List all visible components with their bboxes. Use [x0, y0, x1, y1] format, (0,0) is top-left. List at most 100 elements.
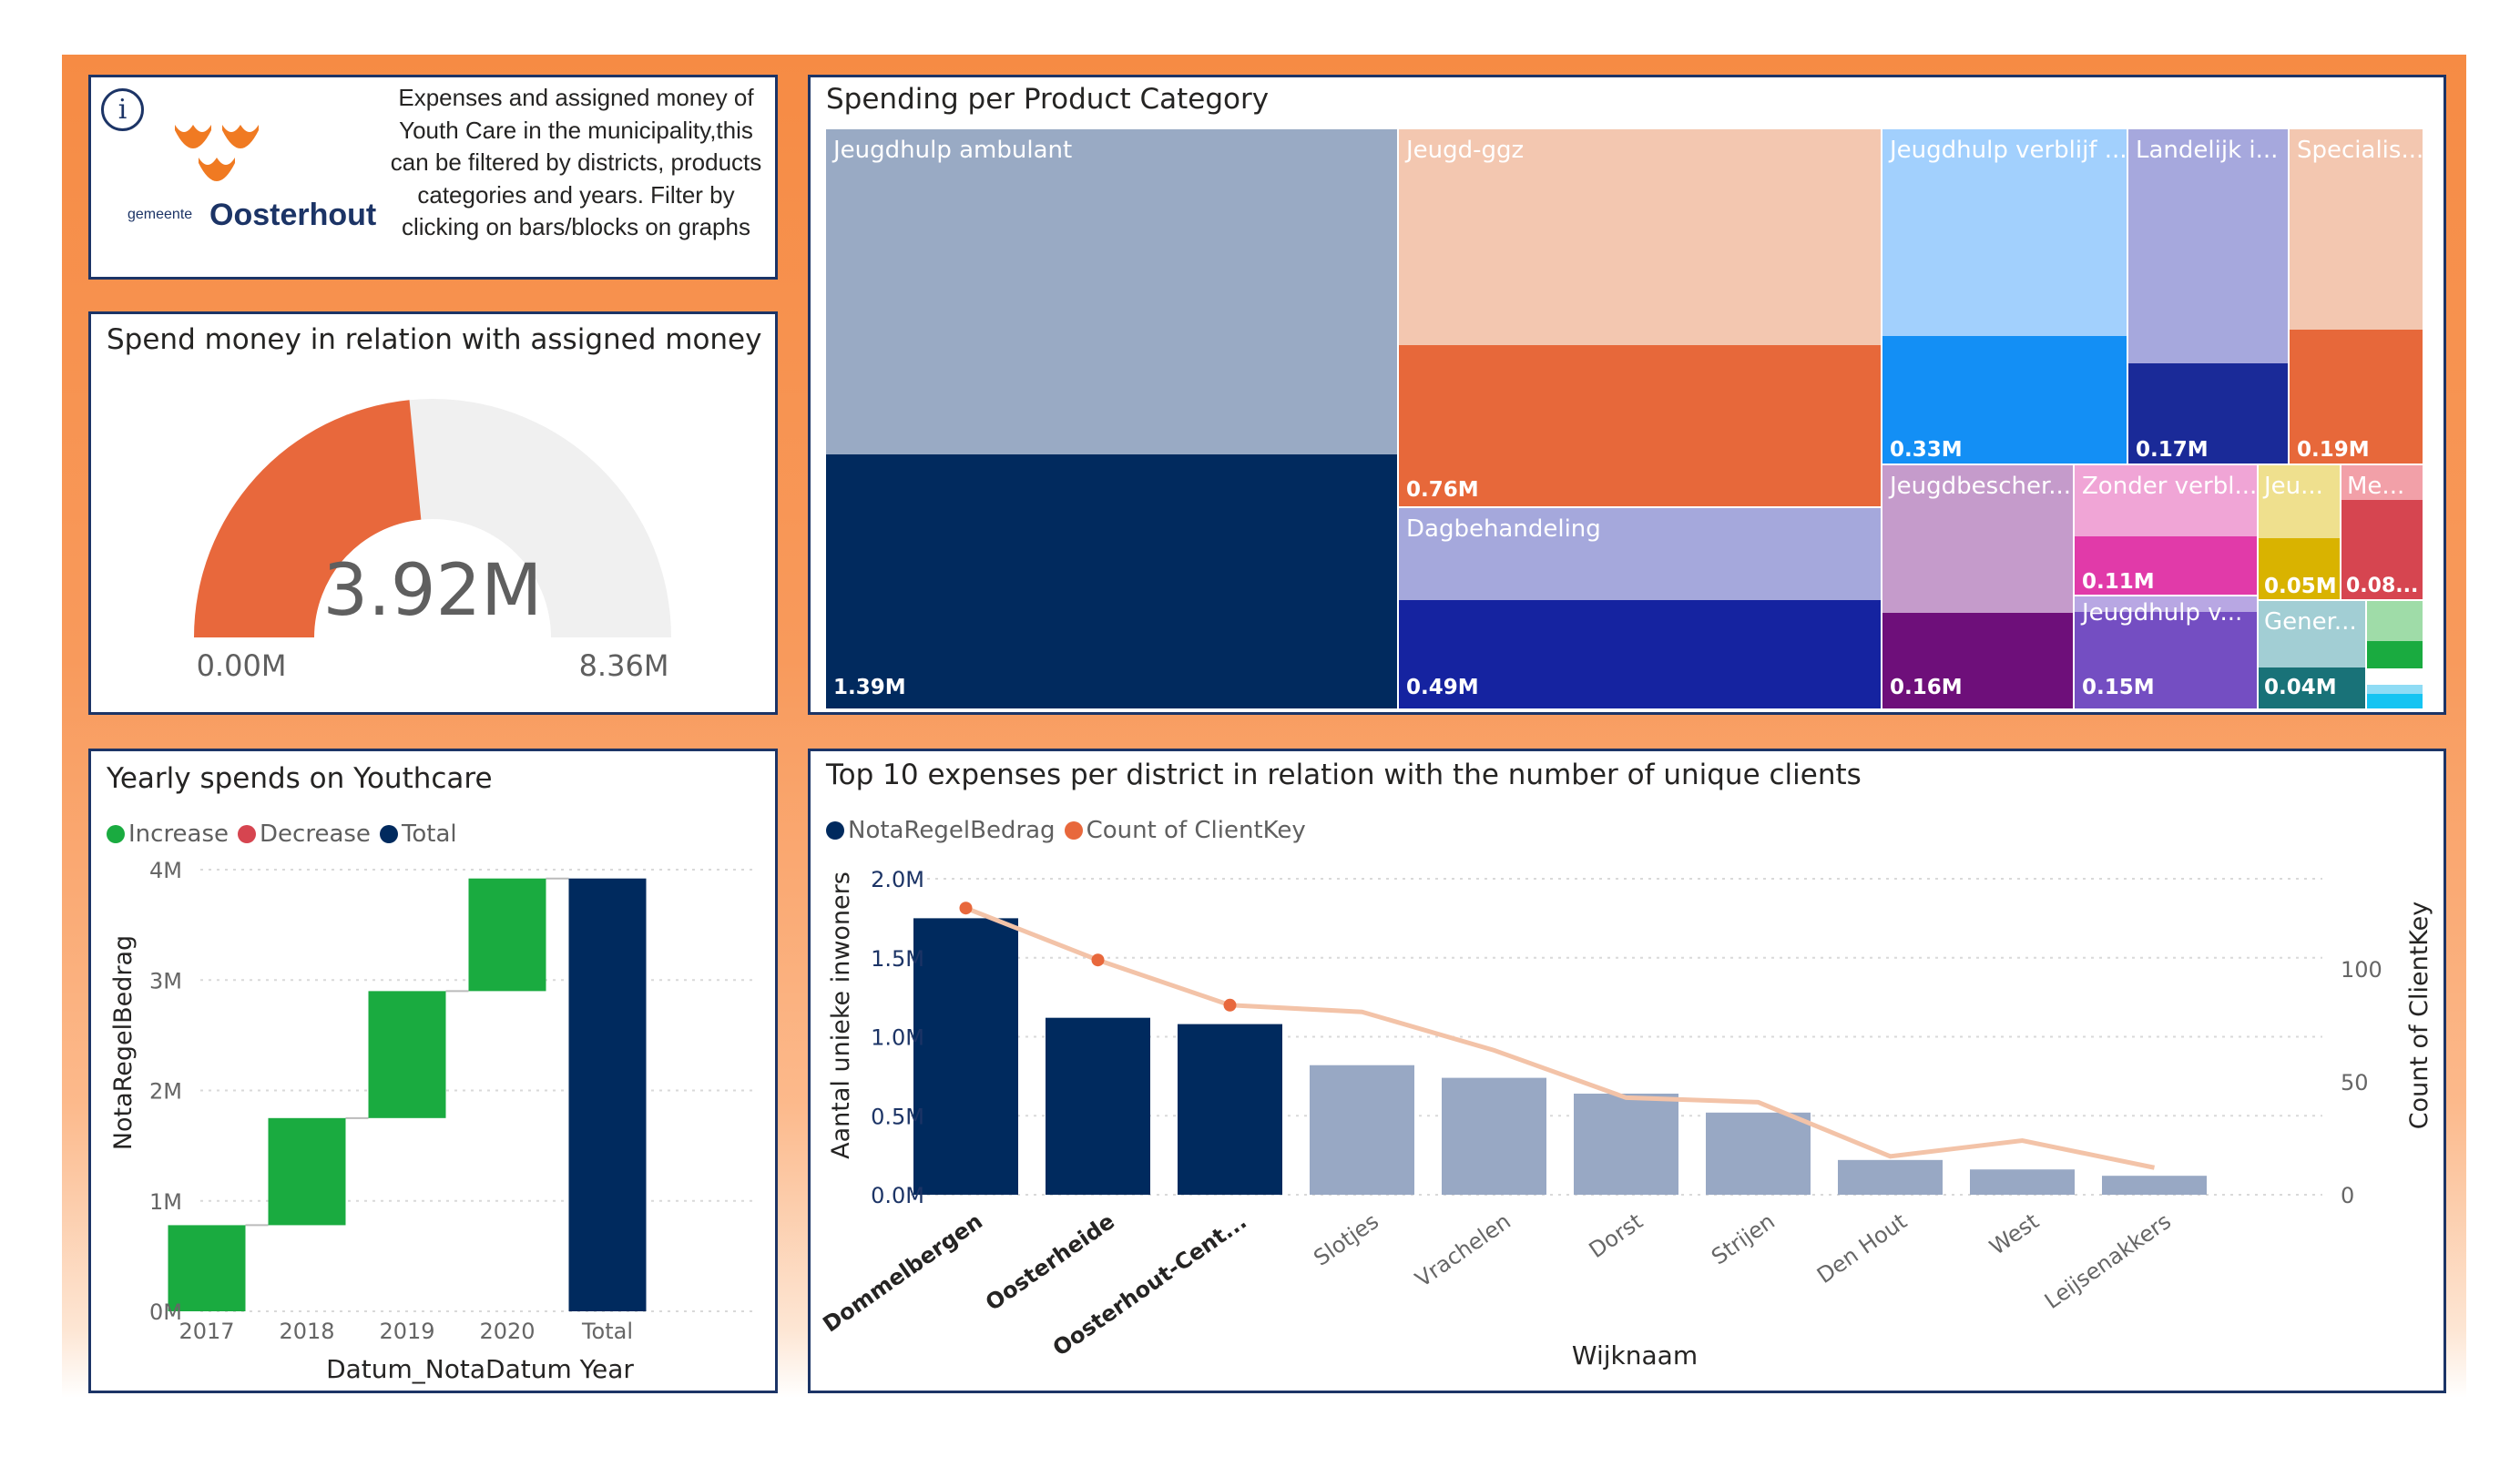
- tile-dagbehandeling[interactable]: Dagbehandeling: [1399, 508, 1881, 600]
- gauge-title: Spend money in relation with assigned mo…: [107, 323, 762, 356]
- treemap-panel: Spending per Product Category Jeugdhulp …: [808, 75, 2446, 715]
- x-tick-label: 2020: [479, 1319, 535, 1344]
- x-tick-label: Dorst: [1585, 1208, 1648, 1263]
- combo-chart[interactable]: 0.0M 0.5M 1.0M 1.5M 2.0M 0 50 100 Dommelbergen…: [811, 751, 2443, 1391]
- gauge-max-label: 8.36M: [579, 648, 669, 683]
- tile-label: Jeu...: [2264, 473, 2323, 500]
- tile-label: Specialis...: [2297, 137, 2423, 164]
- tile-jeu-highlight[interactable]: [2259, 538, 2340, 599]
- tile-label: Jeugd-ggz: [1406, 137, 1525, 164]
- legend-dot: [826, 821, 844, 840]
- legend-label: NotaRegelBedrag: [848, 817, 1056, 844]
- gauge-panel[interactable]: Spend money in relation with assigned mo…: [88, 311, 778, 715]
- count-clientkey-point[interactable]: [1223, 998, 1237, 1012]
- waterfall-bar-increase[interactable]: [268, 1117, 346, 1226]
- waterfall-bar-increase[interactable]: [468, 878, 546, 992]
- tile-me-highlight[interactable]: [2341, 500, 2423, 599]
- tile-jeugd-ggz-highlight[interactable]: [1399, 345, 1881, 506]
- x-tick-label: Leijsenakkers: [2040, 1208, 2176, 1314]
- district-bar[interactable]: [1046, 1017, 1150, 1195]
- legend-notaregelbedrag[interactable]: NotaRegelBedrag: [826, 817, 1056, 844]
- tile-small-green[interactable]: [2367, 641, 2423, 668]
- tile-landelijk-highlight[interactable]: [2128, 363, 2288, 464]
- waterfall-chart[interactable]: 0M 1M 2M 3M 4M 2017 2018 2019 2020 Total NotaReg…: [91, 751, 775, 1391]
- tile-label: Jeugdhulp v...: [2082, 599, 2243, 627]
- tile-small-cyan[interactable]: [2367, 694, 2423, 708]
- tile-value: 0.19M: [2297, 438, 2370, 462]
- legend-dot: [1064, 821, 1083, 840]
- tile-jeugdhulp-ambulant-highlight[interactable]: [826, 454, 1397, 708]
- tile-dagbehandeling-highlight[interactable]: [1399, 600, 1881, 708]
- info-icon[interactable]: i: [101, 88, 144, 131]
- tile-jeugdhulp-v-label: Jeugdhulp v...: [2075, 592, 2257, 637]
- waterfall-y-axis-title: NotaRegelBedrag: [109, 935, 138, 1150]
- waterfall-bar-increase[interactable]: [368, 991, 446, 1118]
- tile-generalistisch-highlight[interactable]: [2259, 667, 2365, 708]
- tile-zonder-verblijf-highlight[interactable]: [2075, 536, 2257, 595]
- district-bar[interactable]: [913, 918, 1018, 1195]
- tile-specialistisch-highlight[interactable]: [2290, 330, 2423, 464]
- y-tick-label: 0M: [149, 1299, 182, 1325]
- tile-zonder-verblijf[interactable]: Zonder verbl...: [2075, 465, 2257, 536]
- tile-value: 0.16M: [1890, 676, 1963, 699]
- x-tick-label: Den Hout: [1812, 1208, 1912, 1289]
- tile-specialistisch[interactable]: Specialis...: [2290, 129, 2423, 330]
- count-clientkey-line[interactable]: [964, 905, 2156, 1170]
- x-tick-label: 2017: [179, 1319, 234, 1344]
- tile-value: 0.49M: [1406, 676, 1479, 699]
- y-tick-label: 1.0M: [871, 1025, 924, 1051]
- tile-value: 0.33M: [1890, 438, 1963, 462]
- count-clientkey-point[interactable]: [959, 902, 973, 915]
- tile-jeu[interactable]: Jeu...: [2259, 465, 2340, 538]
- legend-label: Decrease: [260, 820, 371, 848]
- tile-me[interactable]: Me...: [2341, 465, 2423, 500]
- tile-jeugdhulp-v-highlight[interactable]: [2075, 612, 2257, 708]
- district-bar[interactable]: [1970, 1169, 2075, 1195]
- legend-decrease[interactable]: Decrease: [238, 820, 371, 848]
- tile-small-cyan-light[interactable]: [2367, 685, 2423, 694]
- waterfall-bar-increase[interactable]: [168, 1225, 246, 1311]
- tile-value: 0.04M: [2264, 676, 2337, 699]
- tile-jeugdhulp-v[interactable]: [2075, 596, 2257, 612]
- legend-count-clientkey[interactable]: Count of ClientKey: [1064, 817, 1306, 844]
- tile-jeugdbescherming[interactable]: Jeugdbescher...: [1882, 465, 2073, 613]
- tile-value: 0.05M: [2264, 575, 2337, 598]
- tile-label: Gener...: [2264, 608, 2357, 636]
- gauge-chart[interactable]: 3.92M 0.00M 8.36M: [91, 314, 775, 712]
- gauge-fill[interactable]: [194, 400, 422, 637]
- x-tick-label: Strijen: [1707, 1208, 1780, 1270]
- district-bar[interactable]: [1178, 1024, 1282, 1195]
- legend-total[interactable]: Total: [379, 820, 457, 848]
- legend-dot: [107, 825, 125, 843]
- count-clientkey-point[interactable]: [1091, 953, 1105, 967]
- tile-value: 0.76M: [1406, 478, 1479, 502]
- tile-value: 0.11M: [2082, 570, 2155, 594]
- info-panel: i gemeente Oosterhout Expenses and assig…: [88, 75, 778, 280]
- district-bar[interactable]: [1838, 1159, 1943, 1195]
- district-bar[interactable]: [1706, 1112, 1811, 1195]
- tile-value: 0.17M: [2136, 438, 2209, 462]
- waterfall-x-axis-title: Datum_NotaDatum Year: [326, 1354, 634, 1384]
- district-bar[interactable]: [1310, 1065, 1414, 1195]
- tile-landelijk[interactable]: Landelijk i...: [2128, 129, 2288, 363]
- tile-jeugd-ggz[interactable]: Jeugd-ggz: [1399, 129, 1881, 345]
- y2-tick-label: 0: [2341, 1183, 2354, 1208]
- tile-generalistisch[interactable]: Gener...: [2259, 601, 2365, 667]
- x-tick-label: Total: [581, 1319, 633, 1344]
- tile-value: 0.08...: [2346, 575, 2419, 597]
- tile-jeugdhulp-verblijf-highlight[interactable]: [1882, 336, 2127, 464]
- district-bar[interactable]: [1442, 1077, 1546, 1195]
- oosterhout-logo-icon: [175, 125, 259, 181]
- tile-jeugdhulp-ambulant[interactable]: Jeugdhulp ambulant: [826, 129, 1397, 454]
- district-bar[interactable]: [2102, 1176, 2207, 1195]
- tile-jeugdbescherming-highlight[interactable]: [1882, 613, 2073, 708]
- waterfall-bar-total[interactable]: [568, 878, 647, 1311]
- tile-small-green-light[interactable]: [2367, 601, 2423, 641]
- info-description: Expenses and assigned money of Youth Car…: [390, 84, 762, 240]
- gauge-min-label: 0.00M: [197, 648, 287, 683]
- combo-y-axis-title: Aantal unieke inwoners: [827, 871, 855, 1159]
- tile-jeugdhulp-verblijf[interactable]: Jeugdhulp verblijf ...: [1882, 129, 2127, 336]
- legend-dot: [238, 825, 257, 843]
- district-bar[interactable]: [1574, 1093, 1678, 1195]
- legend-increase[interactable]: Increase: [107, 820, 229, 848]
